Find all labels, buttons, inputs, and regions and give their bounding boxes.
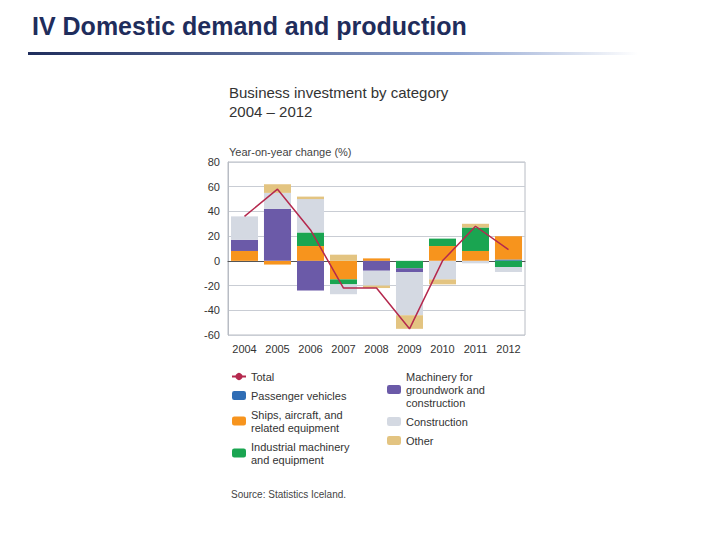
svg-text:0: 0 (214, 255, 220, 267)
svg-text:2008: 2008 (364, 343, 388, 355)
html-text:IV Domestic demand and product: IV Domestic demand and production (32, 12, 467, 40)
svg-text:related equipment: related equipment (251, 422, 339, 434)
svg-text:2012: 2012 (496, 343, 520, 355)
svg-text:Business investment by categor: Business investment by category (229, 84, 449, 101)
svg-text:2005: 2005 (265, 343, 289, 355)
svg-text:80: 80 (208, 156, 220, 168)
svg-text:2004: 2004 (232, 343, 256, 355)
svg-text:2010: 2010 (430, 343, 454, 355)
svg-text:2006: 2006 (298, 343, 322, 355)
svg-text:20: 20 (208, 230, 220, 242)
svg-text:groundwork and: groundwork and (406, 384, 488, 396)
svg-text:2004 – 2012: 2004 – 2012 (229, 103, 312, 120)
svg-text:40: 40 (208, 205, 220, 217)
svg-text:Machinery for: Machinery for (406, 371, 476, 383)
svg-text:2009: 2009 (397, 343, 421, 355)
svg-text:60: 60 (208, 181, 220, 193)
svg-text:-40: -40 (204, 304, 220, 316)
svg-text:Total: Total (251, 371, 274, 383)
svg-text:and equipment: and equipment (251, 454, 324, 466)
svg-text:Source: Statistics Iceland.: Source: Statistics Iceland. (231, 489, 346, 500)
svg-text:2011: 2011 (464, 343, 488, 355)
svg-text:Other: Other (406, 435, 434, 447)
svg-text:Construction: Construction (406, 416, 468, 428)
svg-text:2007: 2007 (331, 343, 355, 355)
svg-text:construction: construction (406, 397, 465, 409)
svg-text:Year-on-year change (%): Year-on-year change (%) (229, 146, 352, 158)
svg-text:-20: -20 (204, 280, 220, 292)
svg-text:-60: -60 (204, 329, 220, 341)
svg-text:Ships, aircraft, and: Ships, aircraft, and (251, 409, 346, 421)
svg-text:Passenger vehicles: Passenger vehicles (251, 390, 347, 402)
svg-text:Industrial machinery: Industrial machinery (251, 441, 353, 453)
